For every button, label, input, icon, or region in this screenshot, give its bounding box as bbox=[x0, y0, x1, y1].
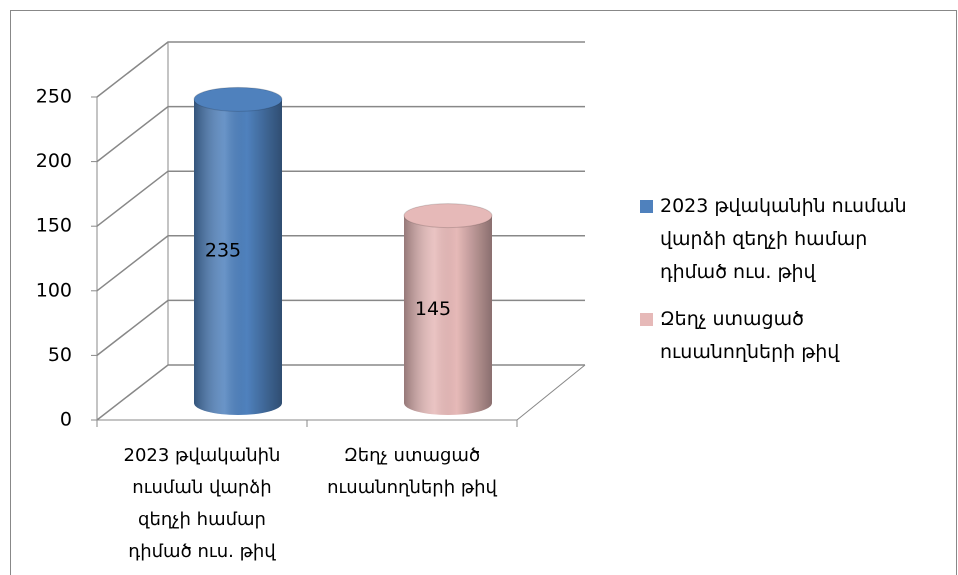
cylinder-top bbox=[193, 86, 283, 112]
y-tick-label: 0 bbox=[60, 409, 72, 431]
cylinder-shade bbox=[194, 99, 282, 415]
y-tick-label: 150 bbox=[36, 215, 72, 237]
grid-line bbox=[96, 235, 585, 292]
grid-line bbox=[96, 364, 585, 421]
y-tick-label: 200 bbox=[36, 150, 72, 172]
y-tick-label: 250 bbox=[36, 86, 72, 108]
legend-label: 2023 թվականին ուսման վարձի զեղչի համար դ… bbox=[660, 195, 907, 283]
legend-swatch bbox=[640, 313, 653, 326]
cylinder-top bbox=[403, 203, 493, 229]
legend-swatch bbox=[640, 200, 653, 213]
grid-line bbox=[96, 170, 585, 227]
y-tick-label: 100 bbox=[36, 279, 72, 301]
data-label: 145 bbox=[415, 298, 451, 320]
legend-label: Զեղչ ստացած ուսանողների թիվ bbox=[660, 308, 840, 363]
grid-line bbox=[96, 41, 585, 98]
x-tick-label: Զեղչ ստացած ուսանողների թիվ bbox=[327, 445, 497, 498]
grid-line bbox=[96, 299, 585, 356]
data-label: 235 bbox=[205, 240, 241, 262]
x-tick-label: 2023 թվականին ուսման վարձի զեղչի համար դ… bbox=[123, 445, 281, 562]
grid-line bbox=[96, 105, 585, 163]
y-tick-label: 50 bbox=[48, 344, 72, 366]
cylinder-shade bbox=[404, 215, 492, 415]
floor-right bbox=[516, 364, 586, 421]
frame bbox=[10, 10, 957, 575]
